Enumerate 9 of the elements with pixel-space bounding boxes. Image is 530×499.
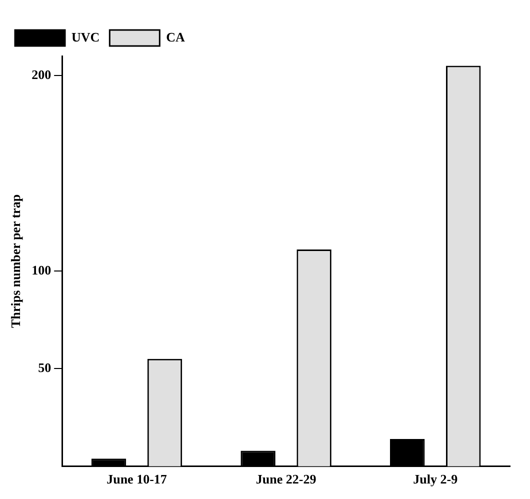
x-tick-label: July 2-9	[413, 472, 458, 487]
legend-label: CA	[166, 29, 186, 44]
x-tick-label: June 10-17	[106, 472, 168, 487]
y-tick-label: 50	[38, 360, 52, 376]
legend-label: UVC	[72, 29, 100, 44]
y-tick-label: 200	[32, 66, 52, 82]
x-tick-label: June 22-29	[256, 472, 317, 487]
y-axis-title: Thrips number per trap	[8, 194, 24, 328]
y-tick-label: 100	[32, 262, 52, 278]
